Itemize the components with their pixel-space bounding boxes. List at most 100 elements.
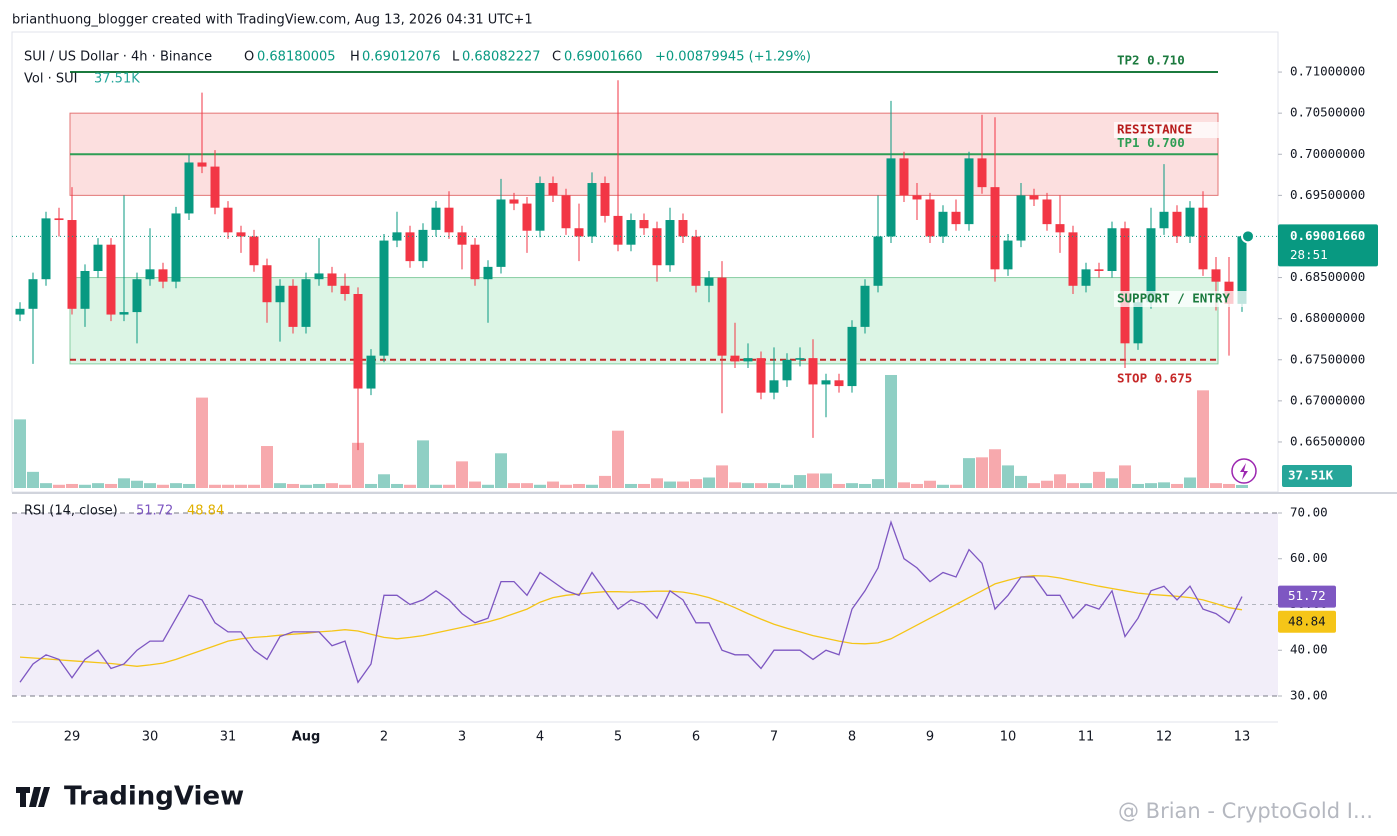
volume-bar [1236, 484, 1248, 488]
candle-body [210, 166, 220, 208]
x-tick-label: 4 [536, 730, 544, 745]
candle-body [743, 358, 753, 362]
watermark: @ Brian - CryptoGold I... [1118, 799, 1373, 823]
volume-bar [547, 481, 559, 488]
rsi-y-tick-label: 70.00 [1290, 504, 1328, 519]
volume-bar [1067, 483, 1079, 488]
candle-body [119, 312, 129, 315]
rsi-ma-value: 48.84 [187, 504, 224, 519]
candle-body [769, 380, 779, 393]
candle-body [548, 183, 558, 196]
candle-body [847, 326, 857, 387]
x-tick-label: 30 [142, 730, 159, 745]
volume-bar [1210, 483, 1222, 488]
x-tick-label: 9 [926, 730, 934, 745]
candle-body [1107, 228, 1117, 271]
volume-bar [287, 483, 299, 488]
plot: RESISTANCE SUPPORT / ENTRY TP2 0.710 TP1 0.… [12, 53, 1378, 745]
candle-body [938, 211, 948, 237]
candle-body [977, 158, 987, 188]
volume-bar [586, 484, 598, 488]
candle-body [223, 207, 233, 233]
zone-label: RESISTANCE [1117, 122, 1192, 137]
candle-body [132, 279, 142, 313]
candle-body [561, 195, 571, 229]
volume-bar [677, 481, 689, 488]
volume-bar [924, 480, 936, 488]
candle-body [613, 215, 623, 245]
label-bg [1114, 291, 1254, 307]
volume-bar [92, 483, 104, 488]
candle-body [353, 294, 363, 389]
candle-body [314, 273, 324, 280]
volume-tag-label: 37.51K [1288, 468, 1334, 483]
change: +0.00879945 (+1.29%) [655, 50, 811, 65]
vol-value: 37.51K [94, 72, 140, 87]
candle-body [782, 359, 792, 381]
volume-bar [313, 483, 325, 488]
candle-body [925, 199, 935, 237]
candle-body [1081, 269, 1091, 286]
volume-bar [599, 475, 611, 488]
rsi-value: 51.72 [136, 504, 173, 519]
candle-body [236, 232, 246, 237]
candle-body [262, 265, 272, 303]
logo-text: TradingView [64, 782, 244, 812]
candle-body [574, 228, 584, 237]
volume-bar [378, 474, 390, 488]
volume-bar [1119, 465, 1131, 488]
volume-bar [261, 446, 273, 488]
x-tick-label: 29 [64, 730, 81, 745]
volume-bar [105, 483, 117, 488]
volume-bar [1015, 475, 1027, 488]
volume-bar [157, 484, 169, 488]
volume-bar [183, 483, 195, 488]
candle-body [535, 183, 545, 231]
zone [69, 277, 1219, 365]
candle-body [15, 308, 25, 315]
candle-body [1133, 302, 1143, 344]
volume-bar [469, 481, 481, 488]
volume-bar [807, 473, 819, 488]
candle-body [860, 285, 870, 327]
candle-body [275, 285, 285, 303]
high: 0.69012076 [362, 50, 441, 65]
volume-bar [248, 484, 260, 488]
open: 0.68180005 [257, 50, 336, 65]
volume-bar [1028, 483, 1040, 488]
candle-body [301, 279, 311, 327]
candle-body [795, 358, 805, 360]
volume-bar [950, 484, 962, 488]
candle-body [431, 207, 441, 230]
x-tick-label: 6 [692, 730, 700, 745]
volume-bar [612, 430, 624, 488]
candle-body [873, 236, 883, 286]
volume-bar [391, 483, 403, 488]
volume-bar [170, 483, 182, 488]
volume-bar [1106, 478, 1118, 488]
volume-bar [79, 484, 91, 488]
x-tick-label: 12 [1156, 730, 1173, 745]
candle-body [600, 183, 610, 216]
x-tick-label: 11 [1078, 730, 1095, 745]
volume-bar [352, 442, 364, 488]
volume-bar [937, 484, 949, 488]
candle-body [886, 158, 896, 237]
candle-body [444, 207, 454, 233]
price-tag-label: 0.69001660 [1290, 228, 1365, 243]
volume-bar [963, 458, 975, 488]
zone-label: SUPPORT / ENTRY [1117, 291, 1230, 306]
candle-body [678, 220, 688, 237]
volume-bar [742, 483, 754, 488]
y-tick-label: 0.71000000 [1290, 64, 1365, 79]
volume-bar [664, 481, 676, 488]
volume-bar [989, 449, 1001, 488]
level-label: STOP 0.675 [1117, 370, 1192, 385]
close: 0.69001660 [564, 50, 643, 65]
volume-bar [638, 483, 650, 488]
candle-body [184, 162, 194, 214]
candle-body [1146, 228, 1156, 303]
rsi-line [19, 519, 1243, 684]
candle-body [54, 218, 64, 221]
candle-body [951, 211, 961, 225]
